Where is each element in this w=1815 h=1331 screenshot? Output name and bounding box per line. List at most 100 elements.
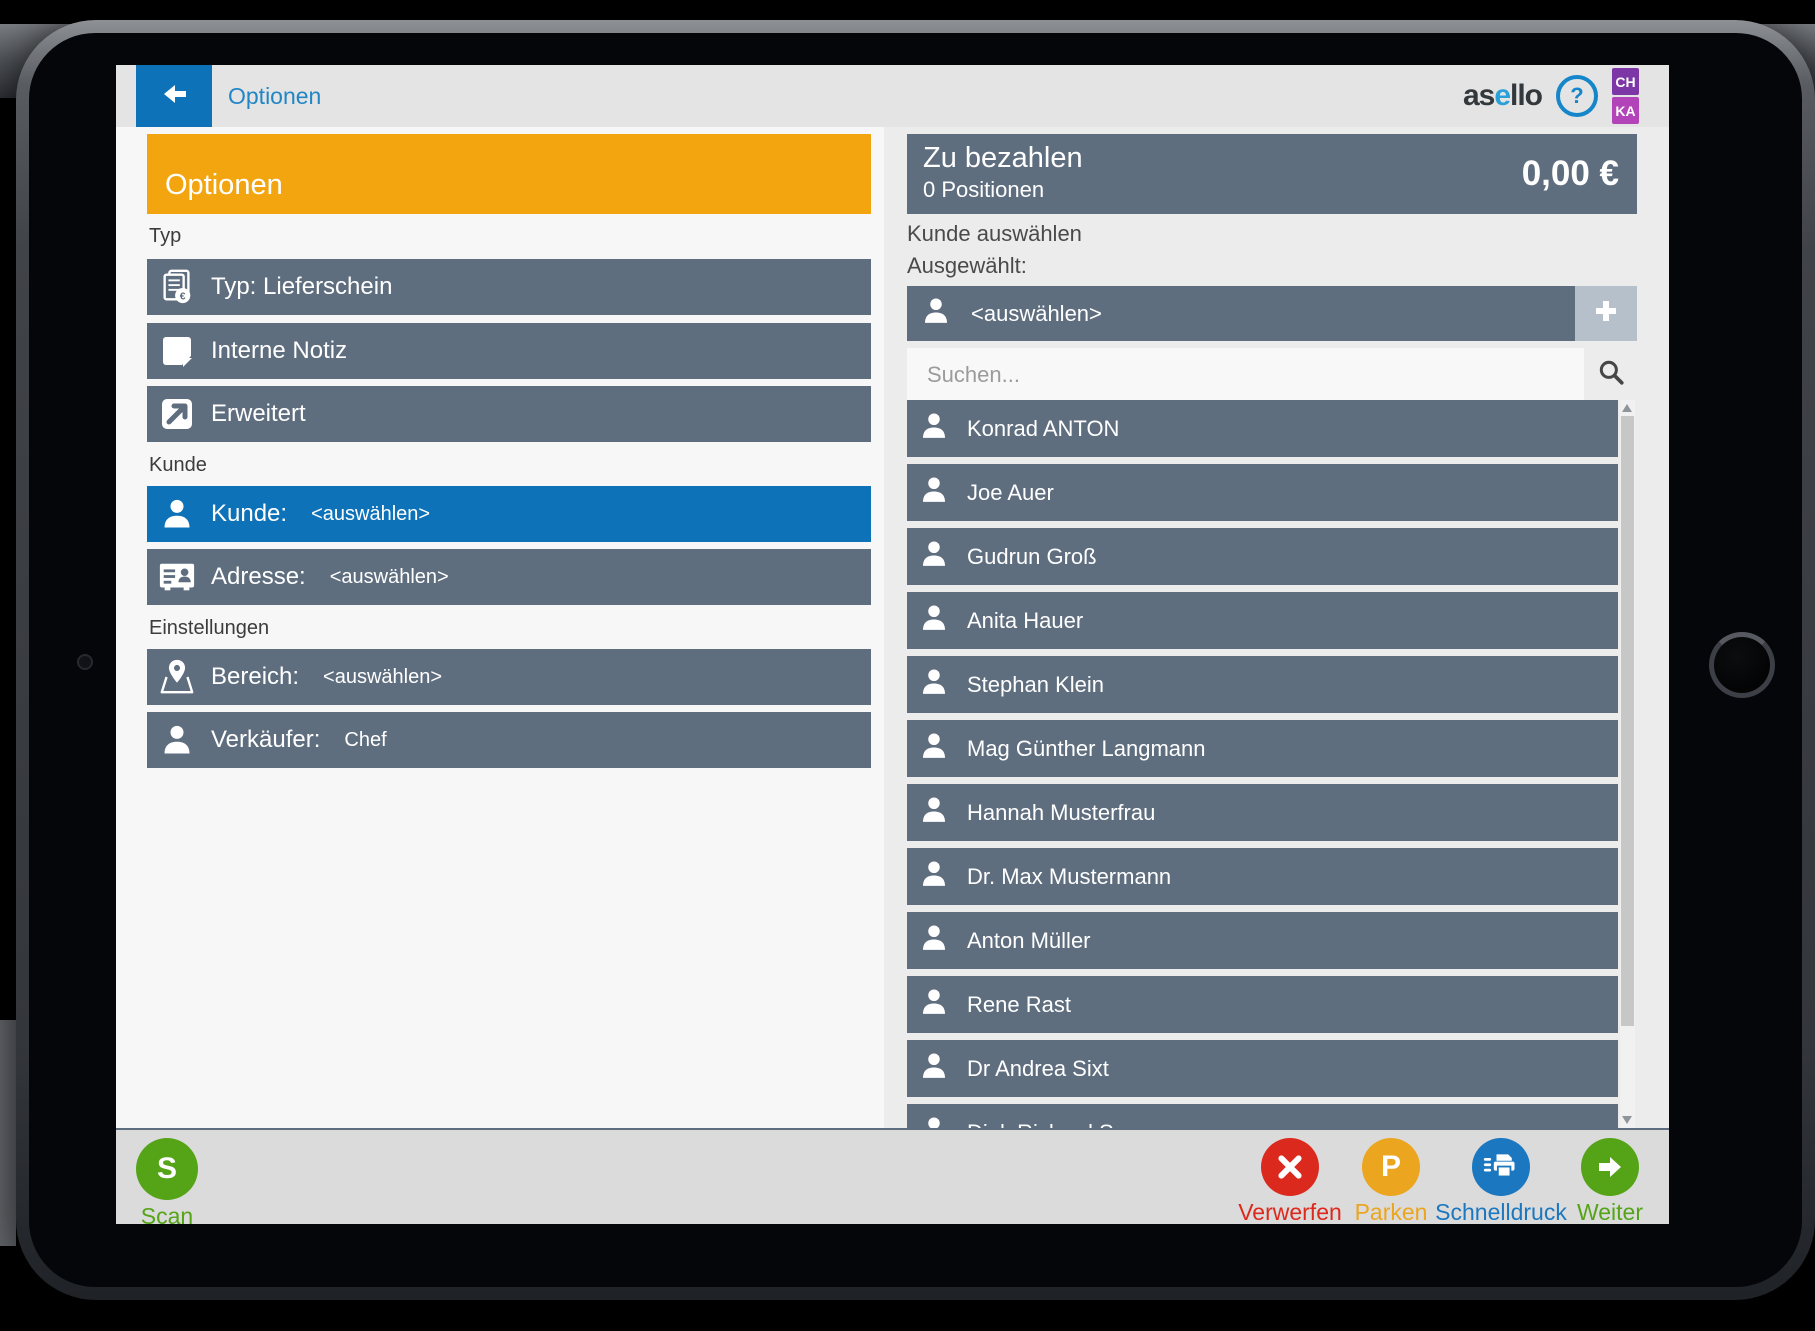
customer-list-item[interactable]: Dipl. Richard Sorger [907, 1104, 1618, 1128]
section-label-kunde: Kunde [149, 454, 207, 476]
customer-name: Konrad ANTON [967, 415, 1120, 441]
person-icon [919, 795, 949, 830]
person-icon [919, 667, 949, 702]
back-button[interactable] [136, 65, 212, 127]
scan-label: Scan [140, 1203, 194, 1224]
option-label: Interne Notiz [211, 337, 348, 364]
customer-list-item[interactable]: Dr Andrea Sixt [907, 1040, 1618, 1097]
plus-icon [1592, 297, 1620, 330]
option-value: <auswählen> [323, 665, 443, 688]
customer-search-row [907, 348, 1637, 401]
customer-list-item[interactable]: Joe Auer [907, 464, 1618, 521]
customer-list-item[interactable]: Gudrun Groß [907, 528, 1618, 585]
badge-ka[interactable]: KA [1612, 97, 1639, 124]
option-value: Chef [344, 728, 387, 751]
asello-logo: asello [1462, 79, 1543, 112]
select-customer-heading: Kunde auswählen [907, 221, 1082, 246]
option-value: <auswählen> [329, 565, 449, 588]
customer-list-item[interactable]: Mag Günther Langmann [907, 720, 1618, 777]
add-customer-button[interactable] [1575, 286, 1637, 341]
section-label-typ: Typ [149, 225, 182, 247]
person-icon [919, 603, 949, 638]
pay-amount: 0,00 € [1521, 154, 1619, 193]
scan-letter: S [156, 1152, 177, 1185]
customer-name: Gudrun Groß [967, 543, 1097, 569]
app-screen: Optionen asello ? CH KA Optionen Typ [116, 65, 1669, 1224]
option-adresse[interactable]: Adresse: <auswählen> [147, 549, 871, 605]
search-icon [1597, 358, 1625, 391]
customer-list-item[interactable]: Anita Hauer [907, 592, 1618, 649]
person-icon [919, 731, 949, 766]
verwerfen-button[interactable]: Verwerfen [1210, 1138, 1370, 1224]
contact-card-icon [157, 557, 197, 597]
customer-list-item[interactable]: Dr. Max Mustermann [907, 848, 1618, 905]
person-icon [919, 1051, 949, 1086]
search-button[interactable] [1584, 348, 1637, 401]
customer-name: Dr Andrea Sixt [967, 1055, 1109, 1081]
customer-name: Hannah Musterfrau [967, 799, 1156, 825]
arrow-right-icon [1581, 1138, 1639, 1196]
scroll-up-arrow[interactable] [1622, 404, 1632, 412]
person-icon [157, 494, 197, 534]
customer-list-item[interactable]: Rene Rast [907, 976, 1618, 1033]
schnelldruck-button[interactable]: Schnelldruck [1421, 1138, 1581, 1224]
badge-ch[interactable]: CH [1612, 68, 1639, 95]
app-header: Optionen asello ? CH KA [116, 65, 1669, 127]
customer-list-item[interactable]: Stephan Klein [907, 656, 1618, 713]
home-button[interactable] [1709, 632, 1775, 698]
arrow-up-right-icon [157, 394, 197, 434]
option-label: Erweitert [211, 400, 306, 427]
verwerfen-label: Verwerfen [1238, 1199, 1342, 1224]
customer-list-item[interactable]: Konrad ANTON [907, 400, 1618, 457]
background-strip [0, 1020, 16, 1246]
option-label: Kunde: [211, 500, 288, 527]
scrollbar-thumb[interactable] [1621, 416, 1634, 1026]
option-interne-notiz[interactable]: Interne Notiz [147, 323, 871, 379]
customer-name: Dipl. Richard Sorger [967, 1120, 1165, 1129]
help-icon[interactable]: ? [1556, 75, 1598, 117]
parken-button[interactable]: P Parken [1311, 1138, 1471, 1224]
map-pin-icon [157, 657, 197, 697]
option-kunde[interactable]: Kunde: <auswählen> [147, 486, 871, 542]
person-icon [919, 987, 949, 1022]
parken-letter: P [1380, 1150, 1401, 1183]
customer-list-item[interactable]: Hannah Musterfrau [907, 784, 1618, 841]
weiter-button[interactable]: Weiter [1530, 1138, 1669, 1224]
customer-list-item[interactable]: Anton Müller [907, 912, 1618, 969]
option-erweitert[interactable]: Erweitert [147, 386, 871, 442]
svg-text:€: € [180, 291, 186, 302]
document-euro-icon: € [157, 267, 197, 307]
person-icon [919, 1115, 949, 1128]
option-value: <auswählen> [311, 502, 431, 525]
selected-customer-value: <auswählen> [971, 300, 1102, 326]
scroll-down-arrow[interactable] [1622, 1116, 1632, 1124]
pay-title: Zu bezahlen [923, 142, 1083, 174]
customer-list: Konrad ANTON Joe Auer Gudrun Groß [907, 400, 1618, 1128]
x-icon [1261, 1138, 1319, 1196]
option-bereich[interactable]: Bereich: <auswählen> [147, 649, 871, 705]
customer-list-scrollbar [1620, 400, 1635, 1128]
person-icon [919, 923, 949, 958]
note-icon [157, 331, 197, 371]
parken-label: Parken [1354, 1199, 1428, 1224]
option-verkaeufer[interactable]: Verkäufer: Chef [147, 712, 871, 768]
selected-customer-row: <auswählen> [907, 286, 1637, 341]
scan-circle: S [136, 1138, 198, 1200]
scan-button[interactable]: S Scan [116, 1138, 247, 1224]
option-label: Typ: Lieferschein [211, 273, 393, 300]
search-input[interactable] [907, 348, 1584, 401]
selected-customer-dropdown[interactable]: <auswählen> [907, 286, 1575, 341]
page-title: Optionen [228, 83, 322, 109]
person-icon [157, 720, 197, 760]
printer-icon [1472, 1138, 1530, 1196]
pay-positions: 0 Positionen [923, 177, 1045, 203]
customer-name: Rene Rast [967, 991, 1071, 1017]
option-typ-lieferschein[interactable]: € Typ: Lieferschein [147, 259, 871, 315]
option-label: Verkäufer: [211, 726, 321, 753]
parken-circle: P [1362, 1138, 1420, 1196]
customer-name: Stephan Klein [967, 671, 1104, 697]
back-arrow-icon [158, 82, 190, 111]
options-panel-title: Optionen [147, 134, 871, 214]
weiter-label: Weiter [1576, 1199, 1644, 1224]
